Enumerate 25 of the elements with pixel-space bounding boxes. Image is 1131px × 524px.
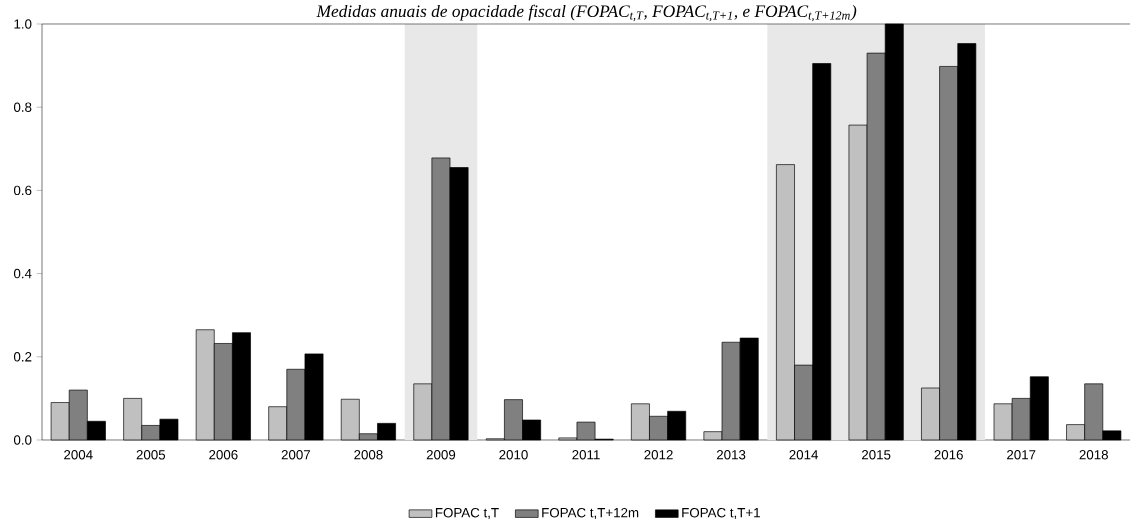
y-tick-label: 1.0 <box>14 19 32 29</box>
x-tick-label: 2008 <box>354 450 383 460</box>
x-tick-label: 2017 <box>1007 450 1036 460</box>
legend-label: FOPAC t,T+12m <box>542 507 639 520</box>
x-tick-label: 2016 <box>934 450 963 460</box>
y-tick-label: 0.6 <box>13 185 32 196</box>
x-tick-label: 2011 <box>572 450 600 460</box>
x-tick-label: 2013 <box>716 450 746 460</box>
legend-label: FOPAC t,T+1 <box>682 507 760 520</box>
y-tick-label: 0.0 <box>13 435 32 445</box>
x-tick-label: 2006 <box>209 450 238 460</box>
x-tick-label: 2018 <box>1079 450 1108 460</box>
chart-title: Medidas anuais de opacidade fiscal (FOPAC$_{t,T}$, FOPAC$_{t,T+1}$, e FOPAC$_{t,T+12m}$) <box>316 4 857 22</box>
x-tick-label: 2014 <box>789 450 819 460</box>
y-tick-label: 0.4 <box>13 268 32 279</box>
legend-label: FOPAC t,T <box>435 507 499 520</box>
x-tick-label: 2012 <box>644 450 673 460</box>
y-tick-label: 0.8 <box>13 102 32 112</box>
x-tick-label: 2010 <box>499 450 528 460</box>
x-tick-label: 2007 <box>281 450 311 460</box>
x-tick-label: 2004 <box>64 450 93 460</box>
x-tick-label: 2005 <box>136 450 166 460</box>
x-tick-label: 2009 <box>426 450 456 460</box>
x-tick-label: 2015 <box>861 450 891 460</box>
y-tick-label: 0.2 <box>13 352 32 362</box>
